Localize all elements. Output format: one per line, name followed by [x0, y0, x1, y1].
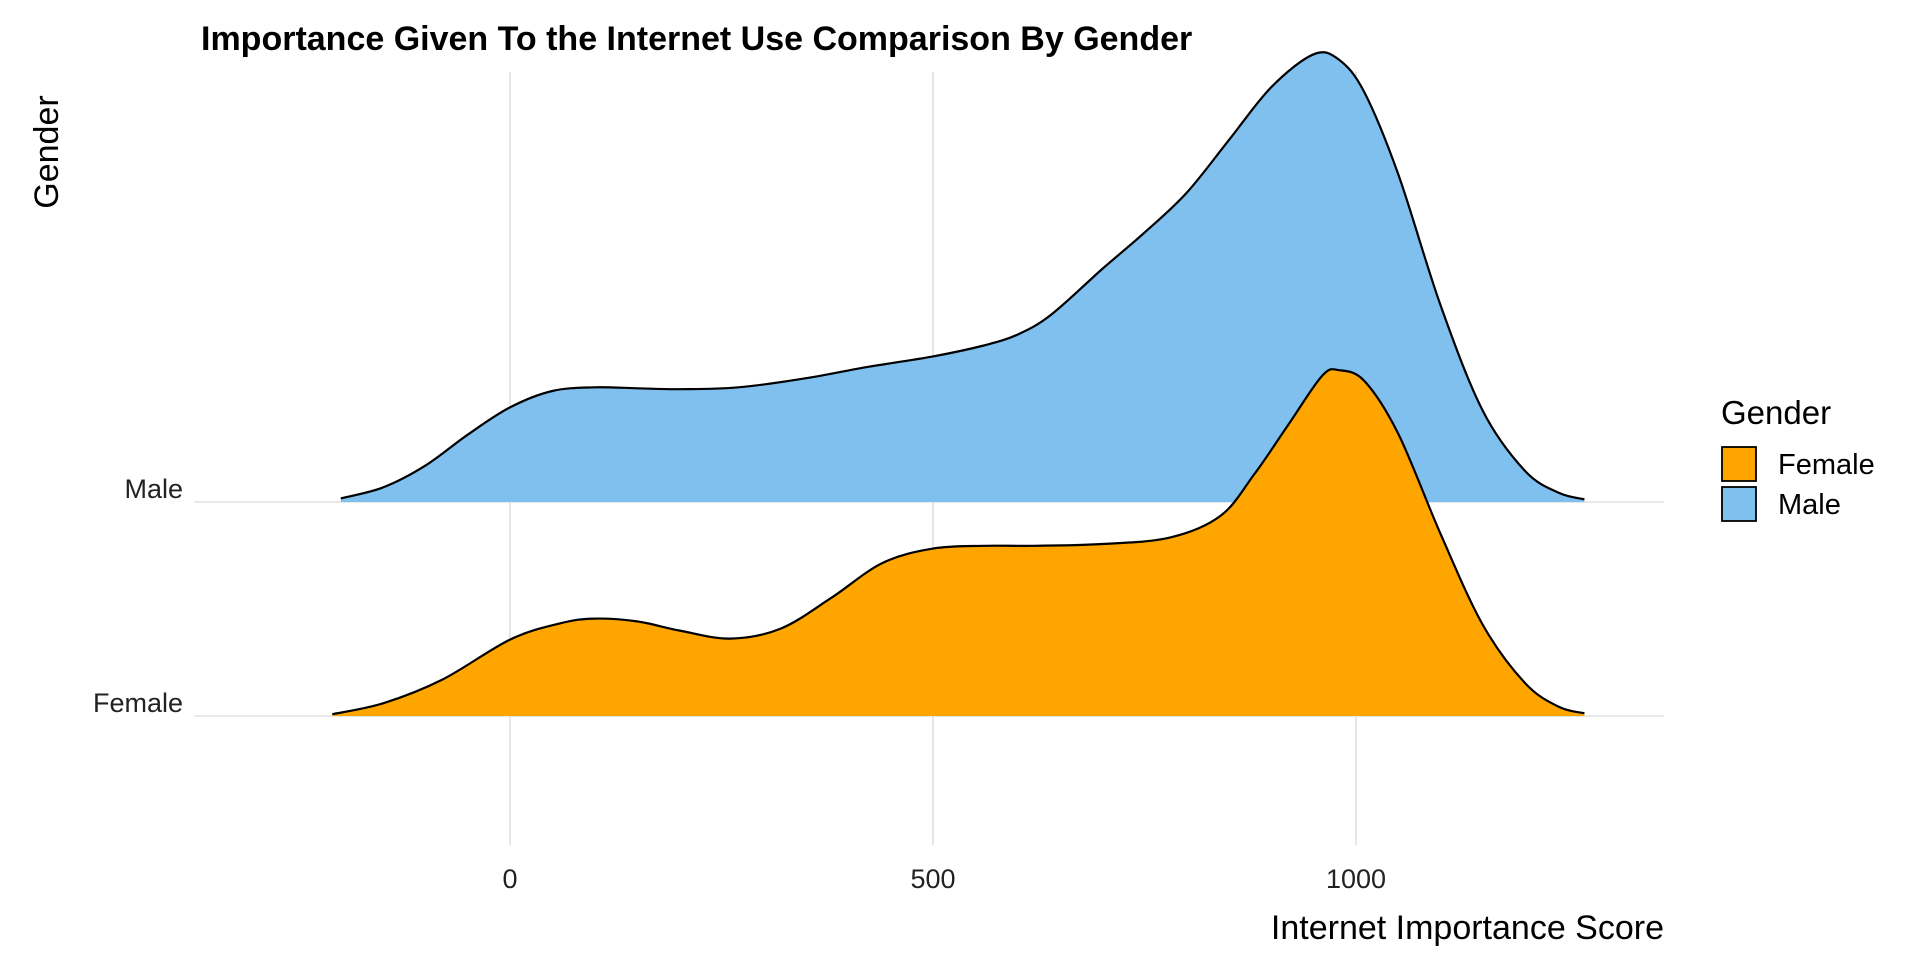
legend-swatch-female	[1721, 446, 1757, 482]
ridge-fill-female	[332, 369, 1585, 716]
y-axis-title: Gender	[28, 95, 66, 208]
legend-swatch-male	[1721, 486, 1757, 522]
chart-title: Importance Given To the Internet Use Com…	[201, 20, 1192, 58]
x-tick-label-1000: 1000	[1326, 864, 1386, 894]
y-tick-label-female: Female	[93, 688, 183, 718]
ridges	[332, 51, 1585, 716]
legend: Gender Female Male	[1721, 394, 1875, 522]
legend-title: Gender	[1721, 394, 1831, 431]
ridge-outline-female	[332, 368, 1585, 716]
legend-label-male: Male	[1778, 489, 1841, 521]
x-axis-title: Internet Importance Score	[1271, 909, 1664, 947]
legend-label-female: Female	[1778, 449, 1875, 481]
axis-ticks: 0 500 1000 Female Male	[93, 474, 1386, 894]
y-tick-label-male: Male	[124, 474, 183, 504]
x-tick-label-0: 0	[502, 864, 517, 894]
x-tick-label-500: 500	[910, 864, 955, 894]
ridge-outline-male	[340, 51, 1585, 501]
